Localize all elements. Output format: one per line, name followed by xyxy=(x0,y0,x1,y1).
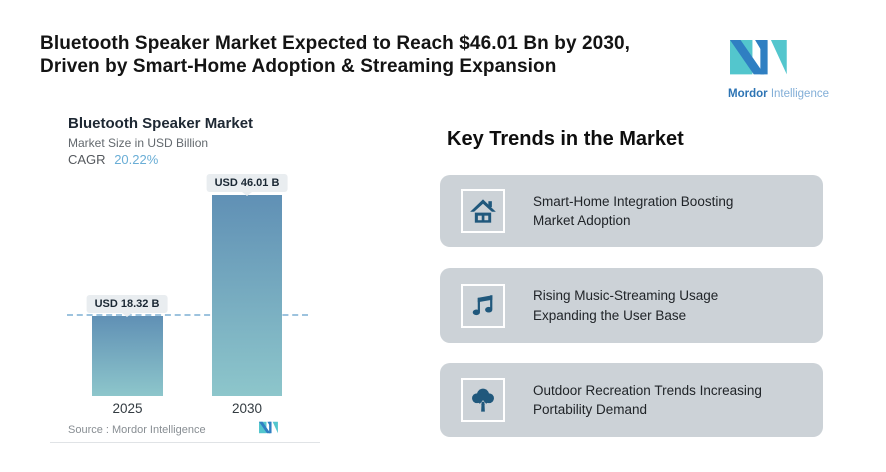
bar xyxy=(92,316,163,396)
headline-line2: Driven by Smart-Home Adoption & Streamin… xyxy=(40,56,557,77)
chart-title: Bluetooth Speaker Market xyxy=(68,115,254,132)
trend-card-text: Rising Music-Streaming Usage Expanding t… xyxy=(533,286,718,325)
trends-heading: Key Trends in the Market xyxy=(447,128,684,150)
tree-icon xyxy=(472,388,494,412)
source-note: Source : Mordor Intelligence xyxy=(68,424,206,436)
x-axis-label-2030: 2030 xyxy=(231,401,263,416)
trend-line: Rising Music-Streaming Usage xyxy=(533,288,719,303)
smart-home-icon xyxy=(470,199,496,223)
trend-card-text: Outdoor Recreation Trends Increasing Por… xyxy=(533,381,762,420)
brand-name: Mordor Intelligence xyxy=(728,88,829,100)
mordor-mini-logo-icon xyxy=(259,421,278,434)
bar-label-pointer xyxy=(242,192,252,196)
brand-name-bold: Mordor xyxy=(728,88,768,100)
bar xyxy=(212,195,282,396)
dashed-reference-line xyxy=(67,314,308,316)
bar-value-label: USD 46.01 B xyxy=(206,174,288,192)
trend-card-music-streaming: Rising Music-Streaming Usage Expanding t… xyxy=(440,268,823,343)
bar-label-pointer xyxy=(122,313,132,317)
x-axis-label-2025: 2025 xyxy=(112,401,143,416)
brand-name-light: Intelligence xyxy=(770,88,829,100)
trend-line: Market Adoption xyxy=(533,213,631,228)
cagr-row: CAGR 20.22% xyxy=(68,152,158,167)
icon-tile xyxy=(461,283,505,328)
trend-line: Outdoor Recreation Trends Increasing xyxy=(533,382,762,398)
chart-subtitle: Market Size in USD Billion xyxy=(68,136,209,150)
brand-logo: Mordor Intelligence xyxy=(728,40,829,100)
headline-line1: Bluetooth Speaker Market Expected to Rea… xyxy=(40,33,631,54)
bar-value-label: USD 18.32 B xyxy=(86,295,168,313)
trend-line: Smart-Home Integration Boosting xyxy=(533,193,734,209)
cagr-label: CAGR xyxy=(68,152,106,167)
mordor-logo-icon xyxy=(730,40,787,75)
trend-card-smart-home: Smart-Home Integration Boosting Market A… xyxy=(440,175,823,247)
page-title: Bluetooth Speaker Market Expected to Rea… xyxy=(40,32,630,78)
trend-line: Portability Demand xyxy=(533,402,648,417)
icon-tile xyxy=(461,378,505,422)
music-note-icon xyxy=(472,294,493,315)
trend-card-text: Smart-Home Integration Boosting Market A… xyxy=(533,192,733,231)
icon-tile xyxy=(461,189,505,233)
cagr-value: 20.22% xyxy=(114,152,159,167)
trend-line: Expanding the User Base xyxy=(533,307,687,323)
trend-card-outdoor: Outdoor Recreation Trends Increasing Por… xyxy=(440,363,823,437)
chart-footer-divider xyxy=(50,442,320,443)
